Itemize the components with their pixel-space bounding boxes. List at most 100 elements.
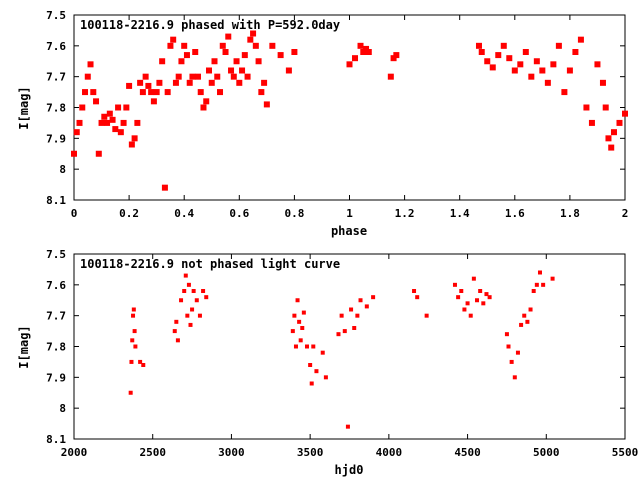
data-point: [194, 73, 201, 80]
data-point: [489, 64, 496, 71]
data-point: [550, 276, 555, 281]
x-tick-label: 3000: [218, 446, 245, 459]
data-point: [475, 298, 480, 303]
y-tick-label: 7.6: [46, 279, 66, 292]
data-point: [293, 344, 298, 349]
data-point: [141, 363, 146, 367]
data-point: [465, 301, 470, 306]
x-tick-label: 0.2: [119, 207, 139, 220]
data-point: [541, 282, 546, 287]
data-point: [179, 298, 184, 303]
data-point: [504, 332, 509, 337]
x-tick-label: 1.2: [395, 207, 415, 220]
data-point: [183, 52, 190, 59]
data-point: [208, 79, 215, 86]
data-point: [452, 282, 457, 287]
y-axis-ticks: 7.5 7.6 7.7 7.8 7.9 8 8.1: [46, 248, 625, 446]
data-point: [112, 126, 119, 133]
y-tick-label: 7.5: [46, 9, 66, 22]
data-point: [390, 55, 397, 62]
data-point: [247, 36, 254, 43]
data-point: [478, 289, 483, 293]
data-point: [128, 141, 135, 148]
data-point: [304, 344, 309, 349]
data-point: [309, 381, 314, 386]
y-tick-label: 7.6: [46, 40, 66, 53]
data-point: [588, 119, 595, 126]
data-point: [131, 135, 138, 142]
data-point: [594, 61, 601, 68]
data-point: [277, 52, 284, 59]
data-point: [120, 119, 127, 126]
data-point: [73, 129, 80, 136]
panel-title: 100118-2216.9 not phased light curve: [80, 257, 340, 271]
data-point: [363, 45, 370, 52]
data-point: [349, 307, 354, 312]
data-point: [156, 79, 163, 86]
data-point: [106, 110, 113, 117]
data-point: [528, 307, 533, 312]
data-point: [138, 359, 143, 364]
data-point: [314, 369, 319, 374]
data-point: [132, 329, 137, 334]
x-tick-label: 1.4: [450, 207, 470, 220]
data-point: [471, 276, 476, 281]
data-point: [150, 98, 157, 105]
data-point: [148, 89, 155, 96]
data-point: [481, 301, 486, 306]
data-point: [255, 58, 262, 65]
data-point: [290, 329, 295, 334]
y-tick-label: 7.9: [46, 132, 66, 145]
data-point: [190, 307, 195, 312]
data-point: [345, 424, 350, 429]
y-tick-label: 7.5: [46, 248, 66, 261]
data-point: [495, 52, 502, 59]
x-tick-label: 2000: [61, 446, 88, 459]
data-point: [352, 55, 359, 62]
data-point: [360, 49, 367, 55]
data-points: [128, 270, 555, 429]
data-point: [167, 42, 174, 49]
data-point: [342, 329, 347, 334]
data-point: [336, 332, 341, 337]
data-point: [506, 55, 513, 62]
data-point: [200, 104, 207, 111]
data-point: [178, 58, 185, 65]
data-point: [115, 104, 122, 111]
data-point: [217, 89, 224, 96]
x-axis-ticks: 2000 2500 3000 3500 4000 4500 5000 5500: [61, 254, 638, 459]
data-point: [269, 42, 276, 49]
data-point: [197, 313, 202, 318]
x-axis-ticks: 0 0.2 0.4 0.6 0.8 1 1.2 1.4 1.6 1.8 2: [71, 15, 628, 220]
data-point: [134, 119, 141, 126]
data-point: [197, 89, 204, 96]
data-point: [98, 119, 105, 126]
data-point: [104, 119, 111, 126]
data-point: [339, 313, 344, 318]
data-point: [528, 73, 535, 80]
data-point: [79, 104, 86, 111]
data-point: [82, 89, 89, 96]
data-point: [239, 67, 246, 74]
data-point: [211, 58, 218, 65]
data-point: [462, 307, 467, 312]
data-point: [484, 58, 491, 65]
data-point: [291, 49, 298, 55]
data-point: [519, 322, 524, 327]
data-point: [93, 98, 100, 105]
data-point: [250, 30, 257, 37]
data-point: [352, 326, 357, 330]
data-point: [201, 289, 206, 293]
data-point: [117, 129, 124, 136]
y-axis-label: I[mag]: [17, 86, 31, 129]
data-point: [258, 89, 265, 96]
data-point: [95, 150, 102, 157]
data-point: [131, 307, 136, 312]
data-point: [534, 282, 539, 287]
panel-title: 100118-2216.9 phased with P=592.0day: [80, 18, 340, 32]
data-point: [544, 79, 551, 86]
data-point: [181, 42, 188, 49]
plot-frame: [73, 14, 626, 201]
x-tick-label: 3500: [297, 446, 324, 459]
